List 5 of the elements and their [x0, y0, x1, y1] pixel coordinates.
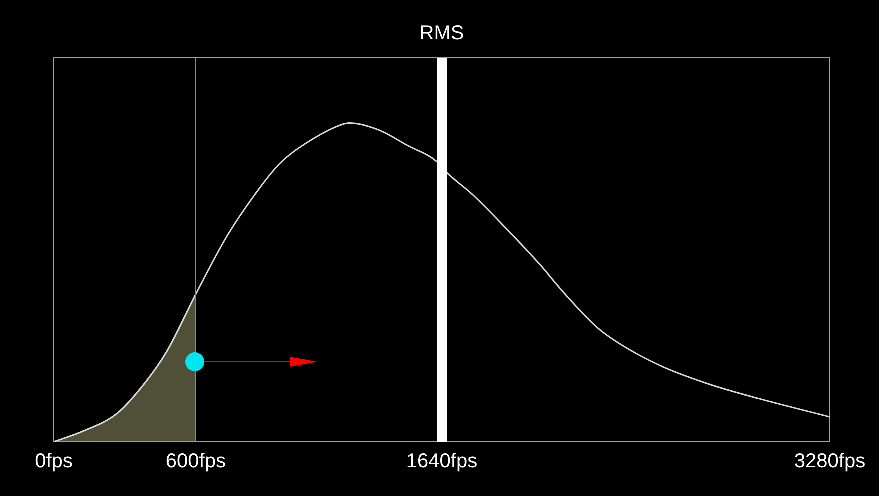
x-tick-label: 3280fps: [794, 450, 866, 473]
x-tick-label: 1640fps: [406, 450, 478, 473]
x-tick-label: 600fps: [166, 450, 226, 473]
ref-line-label: RMS: [420, 22, 464, 45]
x-tick-label: 0fps: [35, 450, 73, 473]
